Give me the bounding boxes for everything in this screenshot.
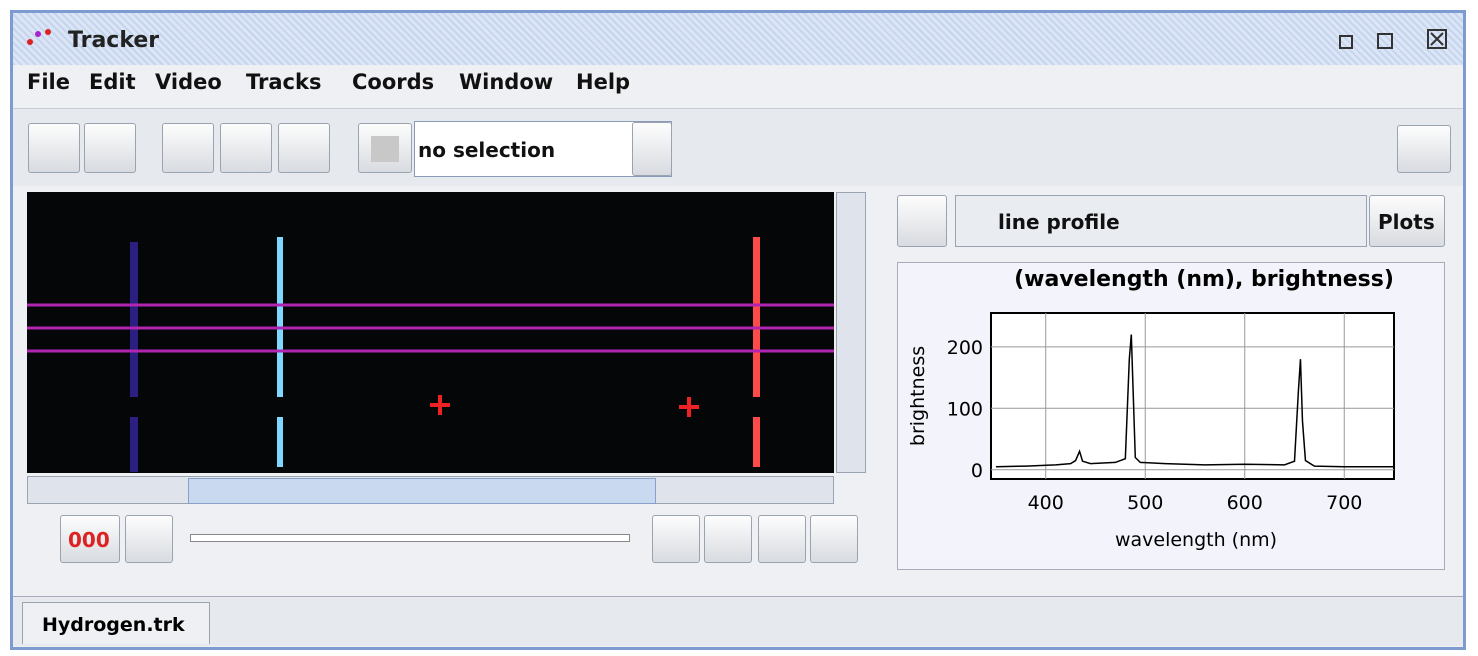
menu-item[interactable]: Edit: [89, 70, 136, 94]
tab-label: Hydrogen.trk: [42, 614, 185, 636]
loop-button[interactable]: [758, 515, 806, 563]
x-tick-label: 700: [1326, 492, 1362, 514]
settings-button[interactable]: [810, 515, 858, 563]
menu-item[interactable]: Window: [459, 70, 553, 94]
app-icon: [22, 24, 58, 50]
play-button[interactable]: [125, 515, 173, 563]
horizontal-scrollbar[interactable]: [27, 476, 834, 504]
notes-button[interactable]: [1397, 125, 1451, 173]
video-view: [27, 192, 834, 473]
x-axis-label: wavelength (nm): [1115, 529, 1277, 551]
y-tick-label: 100: [947, 398, 983, 420]
menu-item[interactable]: Video: [155, 70, 222, 94]
frame-number: 000: [68, 528, 110, 552]
plots-label: Plots: [1378, 210, 1435, 234]
menu-item[interactable]: Help: [576, 70, 630, 94]
window-controls[interactable]: [1336, 24, 1456, 54]
x-tick-label: 400: [1028, 492, 1064, 514]
coords-button[interactable]: [162, 123, 214, 173]
step-back-button[interactable]: [652, 515, 700, 563]
tape-button[interactable]: [220, 123, 272, 173]
menu-item[interactable]: Coords: [352, 70, 434, 94]
title-bar: [13, 13, 1463, 65]
y-axis-label: brightness: [907, 346, 929, 446]
menu-item[interactable]: File: [27, 70, 70, 94]
step-forward-button[interactable]: [704, 515, 752, 563]
tab-bar: [13, 596, 1463, 646]
plot-view: (wavelength (nm), brightness) wavelength…: [897, 262, 1445, 570]
tracks-button[interactable]: [278, 123, 330, 173]
menu-bar: [13, 65, 1463, 108]
axes-button[interactable]: [897, 195, 947, 247]
frame-slider[interactable]: [190, 534, 630, 542]
window-title: Tracker: [68, 28, 159, 53]
y-tick-label: 200: [947, 337, 983, 359]
tracker-window: Tracker File Edit Video Tracks Coords Wi…: [0, 0, 1478, 656]
save-button[interactable]: [84, 123, 136, 173]
dropdown-arrow[interactable]: [632, 122, 672, 176]
track-name: line profile: [998, 210, 1120, 234]
open-button[interactable]: [28, 123, 80, 173]
color-button[interactable]: [358, 123, 412, 173]
chart-title: (wavelength (nm), brightness): [1014, 267, 1394, 292]
vertical-scrollbar[interactable]: [836, 192, 866, 473]
spectrum-image: [27, 192, 834, 473]
x-tick-label: 600: [1227, 492, 1263, 514]
selection-text: no selection: [418, 138, 555, 162]
plot-area: [991, 313, 1394, 479]
menu-item[interactable]: Tracks: [246, 70, 321, 94]
x-tick-label: 500: [1127, 492, 1163, 514]
y-tick-label: 0: [971, 460, 983, 482]
